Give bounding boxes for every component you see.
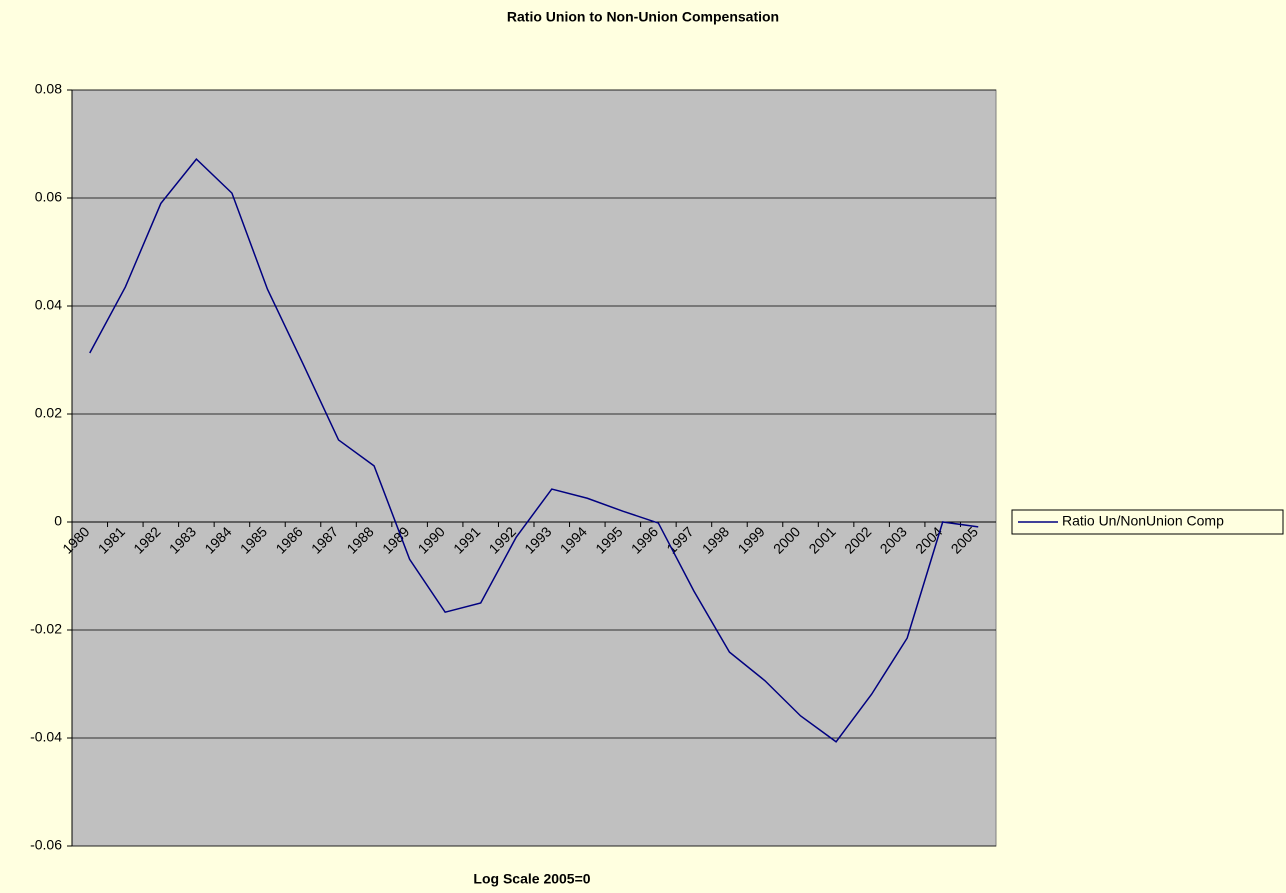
y-tick-label: 0.06 [35, 189, 62, 205]
plot-area [71, 89, 997, 847]
y-tick-label: -0.06 [30, 837, 62, 853]
legend-label: Ratio Un/NonUnion Comp [1062, 513, 1224, 529]
y-tick-label: 0.02 [35, 405, 62, 421]
y-tick-label: -0.02 [30, 621, 62, 637]
x-axis-label: Log Scale 2005=0 [473, 871, 590, 887]
y-tick-label: 0 [54, 513, 62, 529]
data-line [89, 158, 979, 743]
y-tick-label: 0.08 [35, 81, 62, 97]
chart-title: Ratio Union to Non-Union Compensation [507, 9, 779, 25]
y-tick-label: 0.04 [35, 297, 62, 313]
y-tick-label: -0.04 [30, 729, 62, 745]
